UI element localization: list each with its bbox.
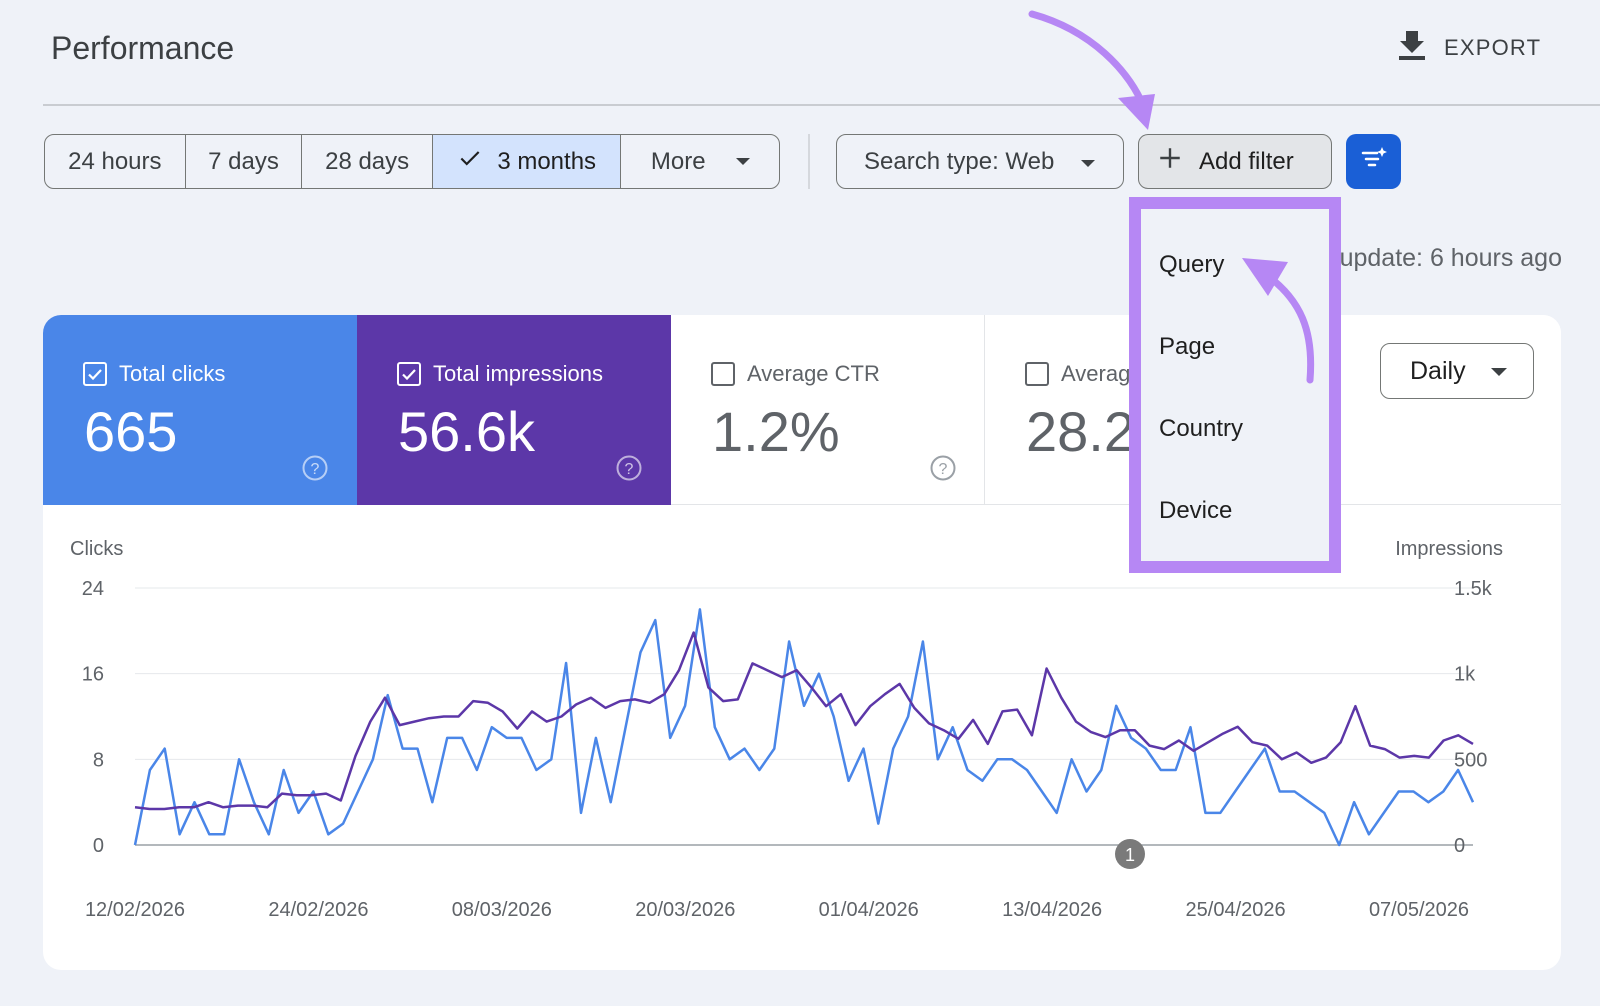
annotation-marker bbox=[1115, 839, 1145, 869]
page-title: Performance bbox=[51, 30, 235, 66]
filter-sparkle-icon bbox=[1358, 143, 1390, 180]
annotation-marker-label: 1 bbox=[1125, 845, 1135, 865]
x-tick-label: 24/02/2026 bbox=[268, 899, 368, 921]
metric-value: 56.6k bbox=[398, 400, 535, 463]
metric-total-impressions[interactable]: Total impressions 56.6k ? bbox=[357, 315, 671, 505]
x-tick-label: 12/02/2026 bbox=[85, 899, 185, 921]
range-label: 7 days bbox=[208, 147, 279, 175]
metric-value: 1.2% bbox=[712, 400, 840, 463]
range-7-days[interactable]: 7 days bbox=[186, 135, 303, 188]
checkbox-unchecked-icon[interactable] bbox=[1025, 362, 1049, 386]
range-3-months[interactable]: 3 months bbox=[432, 135, 622, 188]
svg-text:?: ? bbox=[939, 461, 948, 478]
svg-text:?: ? bbox=[625, 461, 634, 478]
x-tick-label: 25/04/2026 bbox=[1186, 899, 1286, 921]
search-type-dropdown[interactable]: Search type: Web bbox=[836, 134, 1124, 189]
search-type-label: Search type: Web bbox=[864, 147, 1055, 175]
y-tick-right: 0 bbox=[1454, 835, 1465, 857]
filter-option-device[interactable]: Device bbox=[1159, 497, 1233, 524]
x-tick-label: 07/05/2026 bbox=[1369, 899, 1469, 921]
chevron-down-icon bbox=[735, 158, 750, 165]
y-tick-left: 24 bbox=[82, 578, 104, 600]
filter-option-country[interactable]: Country bbox=[1159, 415, 1244, 442]
add-filter-button[interactable]: Add filter bbox=[1138, 134, 1332, 189]
header-divider bbox=[43, 104, 1600, 106]
y-axis-left-title: Clicks bbox=[70, 538, 123, 560]
x-tick-label: 13/04/2026 bbox=[1002, 899, 1102, 921]
more-label: More bbox=[650, 147, 706, 175]
performance-chart[interactable]: Clicks Impressions 0 0 8 500 16 1k 24 1.5k 12/02/2… bbox=[43, 315, 1561, 970]
metric-label: Averag bbox=[1061, 361, 1131, 386]
range-28-days[interactable]: 28 days bbox=[302, 135, 433, 188]
range-label: 24 hours bbox=[68, 147, 162, 175]
metric-label: Average CTR bbox=[747, 361, 880, 386]
ai-filter-button[interactable] bbox=[1346, 134, 1401, 189]
chevron-down-icon bbox=[1081, 160, 1095, 167]
metric-label: Total clicks bbox=[119, 361, 226, 386]
filter-dropdown-menu: Query Page Country Device bbox=[1129, 197, 1341, 573]
metric-label: Total impressions bbox=[433, 361, 603, 386]
range-24-hours[interactable]: 24 hours bbox=[45, 135, 186, 188]
download-icon bbox=[1398, 29, 1426, 67]
range-label: 3 months bbox=[497, 147, 597, 175]
help-icon[interactable]: ? bbox=[930, 455, 956, 481]
svg-text:?: ? bbox=[311, 461, 320, 478]
metric-total-clicks[interactable]: Total clicks 665 ? bbox=[43, 315, 357, 505]
check-icon bbox=[457, 145, 483, 178]
last-update-text: update: 6 hours ago bbox=[1339, 244, 1562, 272]
filter-option-page[interactable]: Page bbox=[1159, 333, 1216, 360]
metric-value: 665 bbox=[84, 400, 178, 463]
x-tick-label: 01/04/2026 bbox=[819, 899, 919, 921]
checkbox-checked-icon[interactable] bbox=[83, 362, 107, 386]
metric-value: 28.2 bbox=[1026, 400, 1135, 463]
checkbox-unchecked-icon[interactable] bbox=[711, 362, 735, 386]
y-tick-left: 8 bbox=[93, 749, 104, 771]
annotation-arrowhead bbox=[1118, 94, 1155, 130]
x-tick-label: 08/03/2026 bbox=[452, 899, 552, 921]
annotation-arrow bbox=[1028, 10, 1150, 116]
range-label: 28 days bbox=[325, 147, 410, 175]
y-tick-left: 0 bbox=[93, 835, 104, 857]
metric-average-ctr[interactable]: Average CTR 1.2% ? bbox=[671, 315, 985, 505]
export-label: EXPORT bbox=[1444, 35, 1542, 60]
y-tick-right: 500 bbox=[1454, 749, 1487, 771]
impressions-series-line bbox=[134, 631, 1474, 811]
help-icon[interactable]: ? bbox=[302, 455, 328, 481]
y-tick-right: 1k bbox=[1454, 664, 1476, 686]
granularity-dropdown[interactable]: Daily bbox=[1380, 343, 1534, 399]
checkbox-checked-icon[interactable] bbox=[397, 362, 421, 386]
range-more-dropdown[interactable]: More bbox=[621, 135, 779, 188]
y-axis-right-title: Impressions bbox=[1395, 538, 1503, 560]
chevron-down-icon bbox=[1491, 368, 1507, 376]
help-icon[interactable]: ? bbox=[616, 455, 642, 481]
x-tick-label: 20/03/2026 bbox=[635, 899, 735, 921]
export-button[interactable]: EXPORT bbox=[1398, 28, 1541, 68]
toolbar-divider bbox=[808, 134, 810, 189]
clicks-series-line bbox=[133, 608, 1475, 847]
y-tick-left: 16 bbox=[82, 664, 104, 686]
granularity-label: Daily bbox=[1410, 356, 1466, 385]
y-tick-right: 1.5k bbox=[1454, 578, 1493, 600]
plus-icon bbox=[1157, 145, 1183, 178]
add-filter-label: Add filter bbox=[1199, 147, 1294, 175]
date-range-selector: 24 hours 7 days 28 days 3 months More bbox=[44, 134, 780, 189]
filter-option-query[interactable]: Query bbox=[1159, 251, 1225, 278]
